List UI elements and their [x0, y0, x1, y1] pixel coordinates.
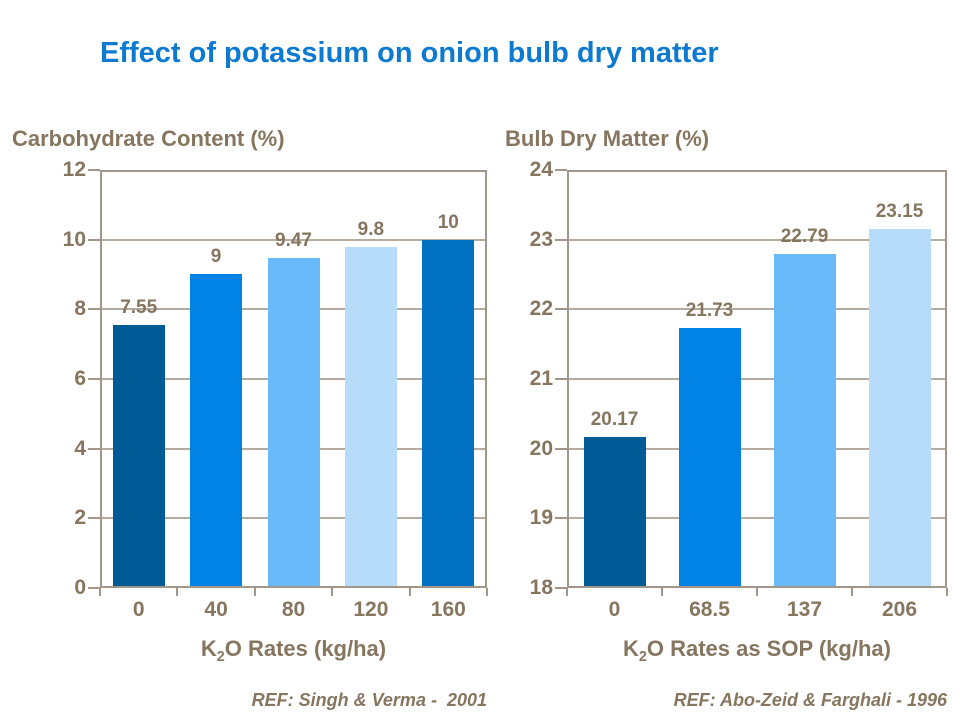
y-tick-mark [88, 169, 100, 171]
x-axis-line [100, 586, 487, 588]
plot-border-top [567, 170, 947, 172]
y-tick-mark [555, 587, 567, 589]
y-tick-mark [88, 587, 100, 589]
y-tick-mark [555, 169, 567, 171]
gridline [567, 517, 947, 520]
x-axis-title: K2O Rates as SOP (kg/ha) [567, 636, 947, 665]
chart-title: Bulb Dry Matter (%) [505, 126, 710, 151]
chart-bulb-dry-matter: Bulb Dry Matter (%) 20.17 21.73 22.79 23.15… [495, 120, 960, 720]
x-category-label: 0 [608, 598, 621, 621]
x-category-label: 80 [281, 598, 306, 621]
y-tick-label: 2 [74, 506, 86, 530]
y-tick-label: 6 [74, 367, 86, 390]
bar [868, 229, 931, 586]
x-axis-title-subscript: 2 [638, 649, 647, 665]
x-tick-mark [176, 588, 179, 596]
plot-area: 7.55 9 9.47 9.8 10 [100, 170, 487, 588]
x-tick-mark [566, 588, 568, 596]
x-tick-mark [486, 588, 488, 596]
x-tick-mark [99, 588, 101, 596]
bar-value-label: 9.8 [357, 219, 385, 240]
x-category-label: 40 [204, 598, 228, 621]
x-tick-mark [331, 588, 334, 596]
y-tick-label: 10 [62, 227, 86, 251]
x-tick-mark [851, 588, 853, 596]
slide-title: Effect of potassium on onion bulb dry ma… [100, 37, 719, 69]
bar [773, 254, 836, 586]
bar-value-label: 9 [210, 246, 222, 267]
bar-value-label: 22.79 [780, 226, 829, 247]
x-category-label: 0 [132, 598, 145, 621]
x-category-label: 137 [786, 598, 823, 621]
y-tick-mark [555, 447, 567, 450]
y-tick-label: 18 [529, 576, 553, 599]
bar [344, 247, 397, 586]
bar-value-label: 21.73 [685, 300, 734, 321]
reference-citation: REF: Singh & Verma - 2001 [251, 690, 487, 710]
x-axis-title-text: O Rates (kg/ha) [224, 636, 387, 661]
bar [190, 274, 243, 586]
bar-value-label: 23.15 [875, 201, 924, 222]
y-tick-mark [555, 378, 567, 380]
y-tick-label: 12 [62, 158, 86, 181]
bar [112, 325, 165, 586]
bar [583, 437, 646, 586]
y-tick-mark [555, 517, 567, 520]
reference-citation: REF: Abo-Zeid & Farghali - 1996 [673, 690, 947, 710]
y-tick-mark [555, 308, 567, 311]
x-tick-mark [756, 588, 758, 596]
plot-border-right [485, 170, 487, 588]
bar-value-label: 10 [437, 212, 459, 233]
x-axis-title-text: O Rates as SOP (kg/ha) [646, 636, 891, 661]
x-tick-mark [946, 588, 948, 596]
y-tick-label: 21 [529, 367, 553, 390]
y-tick-mark [88, 238, 100, 241]
y-tick-mark [555, 238, 567, 241]
x-category-label: 68.5 [689, 598, 730, 621]
y-tick-label: 23 [529, 227, 553, 251]
y-tick-label: 4 [74, 436, 86, 460]
bar-value-label: 7.55 [120, 297, 158, 318]
gridline [100, 238, 487, 241]
x-category-label: 206 [881, 598, 918, 621]
bar-value-label: 20.17 [590, 409, 639, 430]
x-axis-title-text: K [623, 636, 639, 661]
bar [267, 258, 320, 586]
y-tick-label: 20 [529, 436, 553, 460]
plot-area: 20.17 21.73 22.79 23.15 [567, 170, 947, 588]
gridline [567, 378, 947, 380]
gridline [567, 238, 947, 241]
y-tick-label: 24 [529, 158, 553, 181]
y-tick-mark [88, 517, 100, 520]
y-axis-line [100, 170, 102, 588]
chart-title: Carbohydrate Content (%) [12, 126, 285, 151]
x-category-label: 120 [353, 598, 389, 621]
gridline [567, 447, 947, 450]
y-tick-mark [88, 447, 100, 450]
y-tick-mark [88, 378, 100, 380]
gridline [567, 308, 947, 311]
x-axis-line [567, 586, 947, 588]
x-axis-title-subscript: 2 [216, 649, 225, 665]
y-axis-line [567, 170, 569, 588]
x-tick-mark [408, 588, 411, 596]
bar-value-label: 9.47 [275, 230, 312, 251]
y-tick-label: 0 [74, 576, 86, 599]
y-tick-mark [88, 308, 100, 311]
y-tick-label: 8 [74, 297, 86, 321]
plot-border-top [100, 170, 487, 172]
y-tick-label: 19 [529, 506, 553, 530]
bar [678, 328, 741, 586]
y-tick-label: 22 [529, 297, 553, 321]
x-tick-mark [253, 588, 256, 596]
bar [422, 240, 475, 586]
x-axis-title: K2O Rates (kg/ha) [100, 636, 487, 665]
x-category-label: 160 [430, 598, 466, 621]
chart-carbohydrate-content: Carbohydrate Content (%) 7.55 9 9.47 9.8 10 … [0, 120, 495, 720]
x-axis-title-text: K [200, 636, 217, 661]
plot-border-right [945, 170, 947, 588]
x-tick-mark [661, 588, 663, 596]
